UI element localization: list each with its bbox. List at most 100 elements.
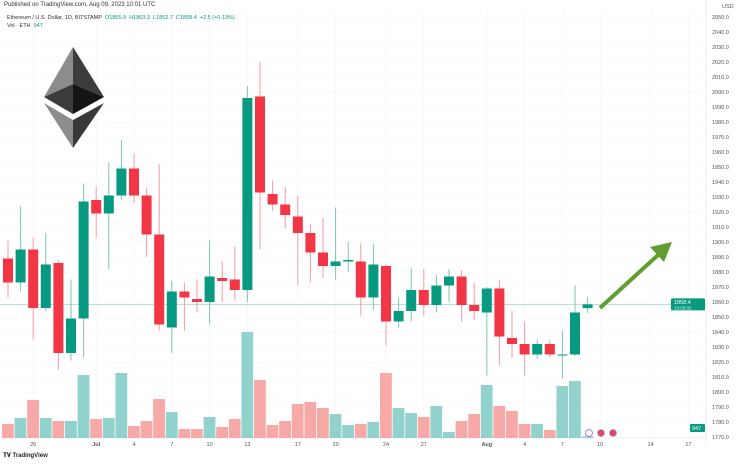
candle-body[interactable] (267, 194, 278, 205)
price-axis-label: 1890.0 (712, 255, 729, 261)
time-axis-label: 20 (333, 442, 339, 448)
volume-bar (241, 332, 254, 438)
volume-bar (266, 425, 279, 438)
volume-bar (430, 406, 443, 438)
volume-bar (291, 404, 304, 438)
us-economic-event-icon[interactable] (609, 429, 617, 437)
candle-body[interactable] (456, 276, 467, 306)
candle-body[interactable] (544, 344, 555, 355)
candle-body[interactable] (3, 258, 13, 283)
candle-body[interactable] (217, 278, 228, 281)
candle-body[interactable] (381, 266, 391, 322)
price-axis-label: 1780.0 (712, 420, 729, 426)
candle-body[interactable] (330, 261, 341, 267)
last-price-tag (671, 298, 705, 311)
candle-body[interactable] (292, 216, 303, 234)
volume-bar (128, 426, 140, 438)
candle-body[interactable] (469, 305, 480, 311)
candle-body[interactable] (179, 291, 190, 298)
volume-bar (203, 417, 216, 438)
candle-body[interactable] (192, 299, 202, 302)
ethereum-logo (44, 47, 104, 148)
candle-body[interactable] (91, 200, 102, 214)
candle-body[interactable] (507, 338, 517, 344)
candle-body[interactable] (204, 276, 215, 303)
candle-body[interactable] (103, 195, 114, 214)
candle-body[interactable] (141, 195, 152, 235)
volume-bar (329, 414, 342, 438)
price-axis-label: 1950.0 (712, 165, 729, 171)
published-note: Published on TradingView.com, Aug 09, 20… (4, 2, 156, 8)
price-axis-label: 1820.0 (712, 360, 729, 366)
candle-body[interactable] (116, 168, 127, 196)
candle-body[interactable] (368, 264, 379, 298)
ethereum-logo-facet (44, 84, 73, 114)
volume-bar (165, 412, 178, 438)
candle-body[interactable] (582, 304, 593, 309)
time-axis-label: 26 (30, 442, 36, 448)
price-axis-label: 1770.0 (712, 435, 729, 441)
tradingview-logo[interactable]: 𝐓𝐕 TradingView (3, 453, 48, 460)
candle-body[interactable] (15, 249, 26, 283)
volume-bar (417, 417, 430, 438)
candle-body[interactable] (431, 285, 442, 306)
candle-body[interactable] (166, 291, 177, 328)
volume-bar (39, 418, 52, 438)
candle-body[interactable] (280, 204, 291, 216)
candle-body[interactable] (40, 264, 51, 309)
candle-body[interactable] (343, 260, 354, 262)
volume-bar (27, 400, 39, 438)
candle-body[interactable] (519, 344, 530, 355)
candle-body[interactable] (481, 288, 492, 313)
volume-bar (531, 424, 543, 438)
candle-body[interactable] (129, 168, 139, 196)
symbol-title[interactable]: Ethereum / U.S. Dollar, 1D, BITSTAMP (7, 15, 102, 21)
trend-arrow-head-icon (650, 242, 672, 262)
candle-body[interactable] (78, 201, 89, 319)
volume-bar (455, 421, 468, 438)
volume-bar (115, 373, 128, 438)
us-economic-event-icon[interactable] (597, 429, 605, 437)
candle-body[interactable] (28, 249, 39, 309)
candle-body[interactable] (255, 96, 265, 193)
volume-value: 947 (33, 23, 43, 29)
candle-body[interactable] (393, 311, 404, 322)
volume-bar (140, 421, 153, 438)
time-axis-label: 17 (685, 442, 691, 448)
ethereum-logo-facet (73, 47, 104, 97)
candle-body[interactable] (318, 252, 328, 267)
candle-body[interactable] (66, 318, 76, 354)
price-axis-label: 1920.0 (712, 210, 729, 216)
volume-bar (304, 402, 317, 438)
candle-body[interactable] (53, 263, 64, 353)
time-axis-label: 14 (648, 442, 654, 448)
volume-bar (405, 413, 417, 438)
time-axis-label: 7 (561, 442, 564, 448)
price-axis-label: 1830.0 (712, 345, 729, 351)
volume-bar (102, 418, 115, 438)
volume-bar (354, 424, 367, 438)
candle-body[interactable] (532, 344, 543, 355)
volume-bar (581, 436, 594, 438)
candle-body[interactable] (355, 261, 366, 298)
candle-body[interactable] (406, 290, 417, 311)
dividend-event-icon[interactable] (585, 429, 593, 437)
volume-bar (518, 424, 531, 438)
candle-body[interactable] (154, 234, 165, 325)
candle-body[interactable] (570, 312, 580, 355)
time-axis-label: 13 (244, 442, 250, 448)
time-axis-label: 10 (597, 442, 603, 448)
candle-body[interactable] (229, 279, 240, 291)
candle-body[interactable] (242, 98, 253, 290)
volume-bar (392, 408, 405, 438)
candle-body[interactable] (418, 290, 429, 305)
candle-body[interactable] (494, 288, 505, 337)
candle-body[interactable] (557, 354, 568, 356)
candle-body[interactable] (305, 233, 316, 253)
volume-bar (216, 427, 228, 438)
price-axis-label: 1840.0 (712, 330, 729, 336)
ohlc-change: +2.5 (+0.13%) (199, 15, 235, 21)
candle-body[interactable] (444, 276, 454, 286)
price-axis-label: 1810.0 (712, 375, 729, 381)
